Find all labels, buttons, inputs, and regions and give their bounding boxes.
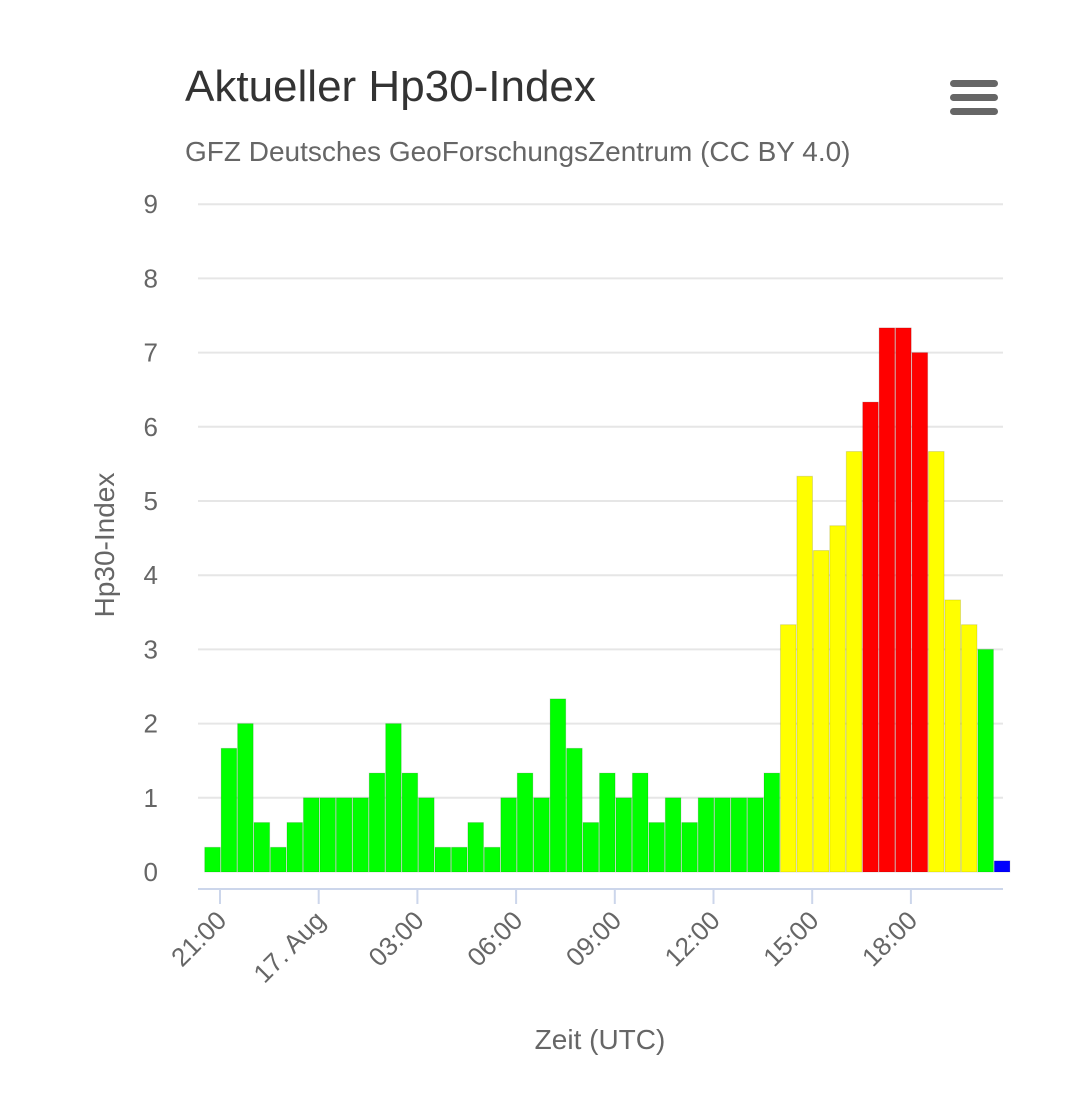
y-tick-label: 6 [144,412,158,442]
bar[interactable] [747,797,764,873]
bar[interactable] [681,822,698,873]
bar[interactable] [714,797,731,873]
y-tick-label: 5 [144,486,158,516]
y-tick-label: 4 [144,560,158,590]
bar[interactable] [730,797,748,873]
bar[interactable] [960,624,978,873]
x-tick-label: 18:00 [856,905,923,972]
bar[interactable] [829,525,846,873]
bar[interactable] [237,723,254,873]
bar[interactable] [302,797,320,873]
bar[interactable] [500,797,517,873]
bar[interactable] [253,822,271,873]
bar[interactable] [549,698,567,873]
bar[interactable] [845,451,863,873]
bar[interactable] [944,599,962,873]
bar[interactable] [763,772,781,873]
bar[interactable] [335,797,353,873]
x-tick-label: 17. Aug [247,905,331,989]
bar[interactable] [878,327,896,873]
bar[interactable] [270,846,287,873]
bar[interactable] [993,860,1011,873]
bar[interactable] [599,772,616,873]
y-tick-label: 8 [144,263,158,293]
bar[interactable] [418,797,435,873]
x-tick-label: 21:00 [165,905,232,972]
bar[interactable] [911,352,929,873]
bar[interactable] [566,747,583,873]
bar[interactable] [434,846,452,873]
bar[interactable] [812,549,830,873]
x-tick-label: 06:00 [461,905,528,972]
bar[interactable] [664,797,682,873]
bar[interactable] [401,772,419,873]
y-tick-label: 0 [144,857,158,887]
chart-title: Aktueller Hp30-Index [185,62,596,111]
bar[interactable] [582,822,600,873]
bar[interactable] [319,797,336,873]
bar[interactable] [779,624,797,873]
bar[interactable] [467,822,484,873]
bar[interactable] [483,846,501,873]
y-tick-label: 9 [144,189,158,219]
bar[interactable] [533,797,550,873]
chart-subtitle: GFZ Deutsches GeoForschungsZentrum (CC B… [185,136,851,167]
bar[interactable] [385,723,402,873]
y-tick-label: 2 [144,709,158,739]
bar[interactable] [895,327,912,873]
bar[interactable] [697,797,715,873]
bar[interactable] [204,846,221,873]
bar[interactable] [862,401,879,873]
bar[interactable] [928,451,945,873]
x-axis-title: Zeit (UTC) [535,1024,666,1055]
x-tick-label: 09:00 [560,905,627,972]
bar[interactable] [516,772,534,873]
bar[interactable] [220,747,238,873]
bar[interactable] [977,648,994,873]
bar[interactable] [648,822,665,873]
bar[interactable] [631,772,649,873]
y-tick-label: 3 [144,634,158,664]
y-tick-label: 7 [144,338,158,368]
bar[interactable] [796,475,814,873]
x-tick-label: 15:00 [757,905,824,972]
y-tick-label: 1 [144,783,158,813]
bar[interactable] [615,797,633,873]
hamburger-menu-icon[interactable] [948,80,1000,124]
x-tick-label: 03:00 [362,905,429,972]
bar[interactable] [368,772,386,873]
bar[interactable] [286,822,304,873]
y-axis-title: Hp30-Index [89,473,120,618]
bar[interactable] [450,846,468,873]
x-tick-label: 12:00 [659,905,726,972]
bar[interactable] [352,797,369,873]
